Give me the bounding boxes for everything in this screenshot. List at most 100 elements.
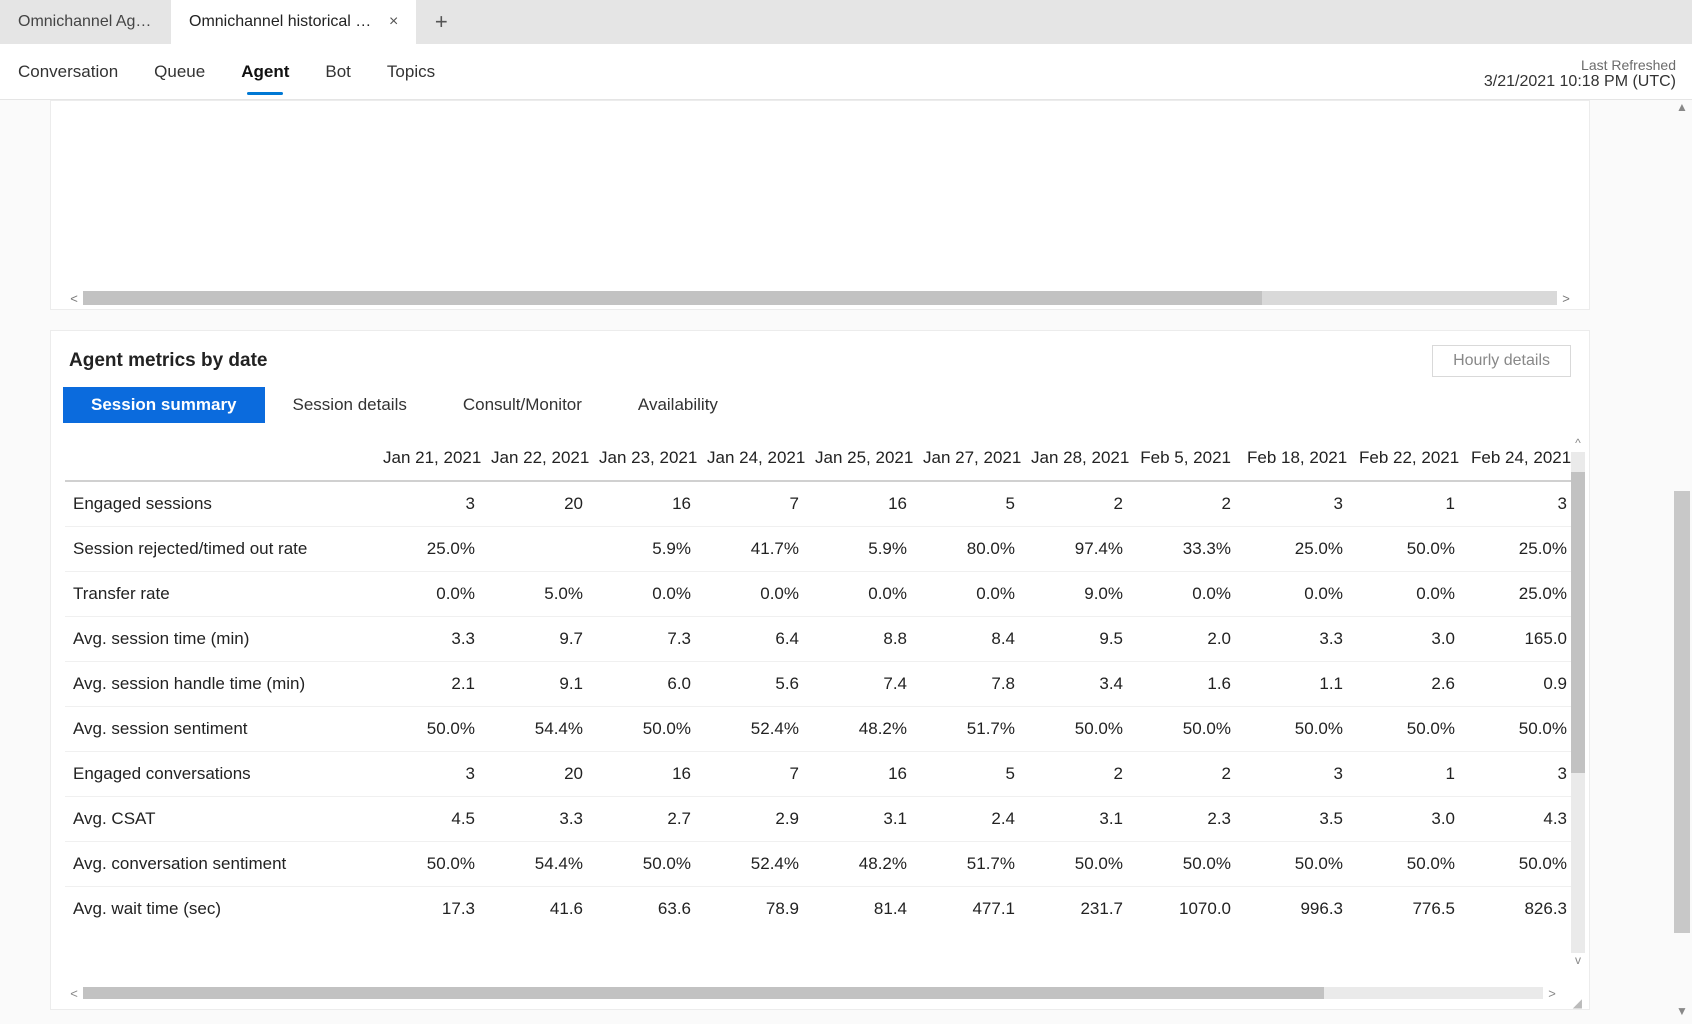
cell-value: 7 [699,752,807,797]
table-row: Transfer rate0.0%5.0%0.0%0.0%0.0%0.0%9.0… [65,572,1575,617]
subtab-session-summary[interactable]: Session summary [63,387,265,423]
cell-value: 50.0% [591,707,699,752]
new-tab-button[interactable]: + [416,0,466,44]
col-header[interactable]: Feb 22, 2021 [1351,436,1463,481]
col-header[interactable]: Jan 23, 2021 [591,436,699,481]
cell-value: 0.0% [807,572,915,617]
cell-value: 2.4 [915,797,1023,842]
cell-value: 1.1 [1239,662,1351,707]
cell-value: 5 [915,752,1023,797]
chevron-right-icon[interactable]: > [1543,986,1561,1001]
cell-value: 8.8 [807,617,915,662]
table-row: Avg. session sentiment50.0%54.4%50.0%52.… [65,707,1575,752]
cell-value: 48.2% [807,842,915,887]
col-header[interactable]: Jan 27, 2021 [915,436,1023,481]
table-vscroll[interactable]: ^ v [1571,436,1585,969]
table-row: Engaged conversations32016716522313 [65,752,1575,797]
col-header[interactable]: Jan 22, 2021 [483,436,591,481]
tab-label: Omnichannel historical an... [189,13,379,31]
col-header[interactable]: Feb 5, 2021 [1131,436,1239,481]
cell-value: 0.0% [375,572,483,617]
navtab-agent[interactable]: Agent [223,44,307,99]
cell-value: 165.0 [1463,617,1575,662]
hourly-details-button[interactable]: Hourly details [1432,345,1571,377]
scroll-track[interactable] [83,291,1557,305]
cell-value: 7.8 [915,662,1023,707]
scroll-track[interactable] [1674,120,1690,1004]
scroll-thumb[interactable] [83,987,1324,999]
cell-value: 50.0% [1131,707,1239,752]
cell-value: 78.9 [699,887,807,932]
col-header[interactable]: Jan 25, 2021 [807,436,915,481]
col-header[interactable]: Jan 28, 2021 [1023,436,1131,481]
row-label: Avg. session time (min) [65,617,375,662]
subtab-consult-monitor[interactable]: Consult/Monitor [435,387,610,423]
metrics-table-wrap: Jan 21, 2021 Jan 22, 2021 Jan 23, 2021 J… [65,436,1575,983]
subtab-availability[interactable]: Availability [610,387,746,423]
cell-value: 50.0% [1023,842,1131,887]
col-header[interactable]: Feb 18, 2021 [1239,436,1351,481]
scroll-track[interactable] [83,987,1543,999]
scroll-thumb[interactable] [83,291,1262,305]
cell-value: 1 [1351,752,1463,797]
cell-value: 80.0% [915,527,1023,572]
scroll-thumb[interactable] [1674,491,1690,933]
cell-value: 50.0% [1239,707,1351,752]
cell-value: 50.0% [1463,842,1575,887]
resize-handle-icon[interactable]: ◢ [1573,1000,1583,1006]
navtab-topics[interactable]: Topics [369,44,453,99]
table-corner [65,436,375,481]
cell-value: 3.5 [1239,797,1351,842]
cell-value: 5 [915,481,1023,527]
scroll-track[interactable] [1571,452,1585,953]
table-row: Avg. wait time (sec)17.341.663.678.981.4… [65,887,1575,932]
col-header[interactable]: Feb 24, 2021 [1463,436,1575,481]
cell-value: 52.4% [699,842,807,887]
col-header[interactable]: Jan 21, 2021 [375,436,483,481]
table-hscroll[interactable]: < > [65,985,1561,1001]
cell-value: 50.0% [1023,707,1131,752]
cell-value: 0.0% [1239,572,1351,617]
cell-value: 5.9% [807,527,915,572]
cell-value: 6.4 [699,617,807,662]
navtab-conversation[interactable]: Conversation [0,44,136,99]
cell-value: 1 [1351,481,1463,527]
tabstrip: Omnichannel Age... Omnichannel historica… [0,0,1692,44]
chevron-up-icon[interactable]: ▲ [1672,100,1692,120]
close-icon[interactable]: × [389,13,398,31]
cell-value: 776.5 [1351,887,1463,932]
table-row: Avg. CSAT4.53.32.72.93.12.43.12.33.53.04… [65,797,1575,842]
chevron-up-icon[interactable]: ^ [1571,436,1585,452]
metrics-header: Agent metrics by date Hourly details [51,331,1589,377]
cell-value: 20 [483,481,591,527]
cell-value: 477.1 [915,887,1023,932]
chart-hscroll[interactable]: < > [65,289,1575,307]
chevron-down-icon[interactable]: ▼ [1672,1004,1692,1024]
scroll-thumb[interactable] [1571,472,1585,773]
cell-value: 7.3 [591,617,699,662]
navtabs: Conversation Queue Agent Bot Topics [0,44,453,99]
page-vscroll[interactable]: ▲ ▼ [1672,100,1692,1024]
chevron-down-icon[interactable]: v [1571,953,1585,969]
cell-value: 7 [699,481,807,527]
cell-value: 9.5 [1023,617,1131,662]
row-label: Session rejected/timed out rate [65,527,375,572]
row-label: Engaged conversations [65,752,375,797]
chevron-left-icon[interactable]: < [65,986,83,1001]
chevron-right-icon[interactable]: > [1557,291,1575,306]
navtab-bot[interactable]: Bot [307,44,369,99]
tab-omnichannel-agent[interactable]: Omnichannel Age... [0,0,171,44]
cell-value: 54.4% [483,842,591,887]
cell-value: 3.3 [375,617,483,662]
tab-omnichannel-historical[interactable]: Omnichannel historical an... × [171,0,416,44]
cell-value: 3.0 [1351,797,1463,842]
col-header[interactable]: Jan 24, 2021 [699,436,807,481]
cell-value: 25.0% [375,527,483,572]
cell-value: 48.2% [807,707,915,752]
subtab-session-details[interactable]: Session details [265,387,435,423]
chevron-left-icon[interactable]: < [65,291,83,306]
row-label: Avg. conversation sentiment [65,842,375,887]
row-label: Engaged sessions [65,481,375,527]
metrics-title: Agent metrics by date [69,350,268,372]
navtab-queue[interactable]: Queue [136,44,223,99]
